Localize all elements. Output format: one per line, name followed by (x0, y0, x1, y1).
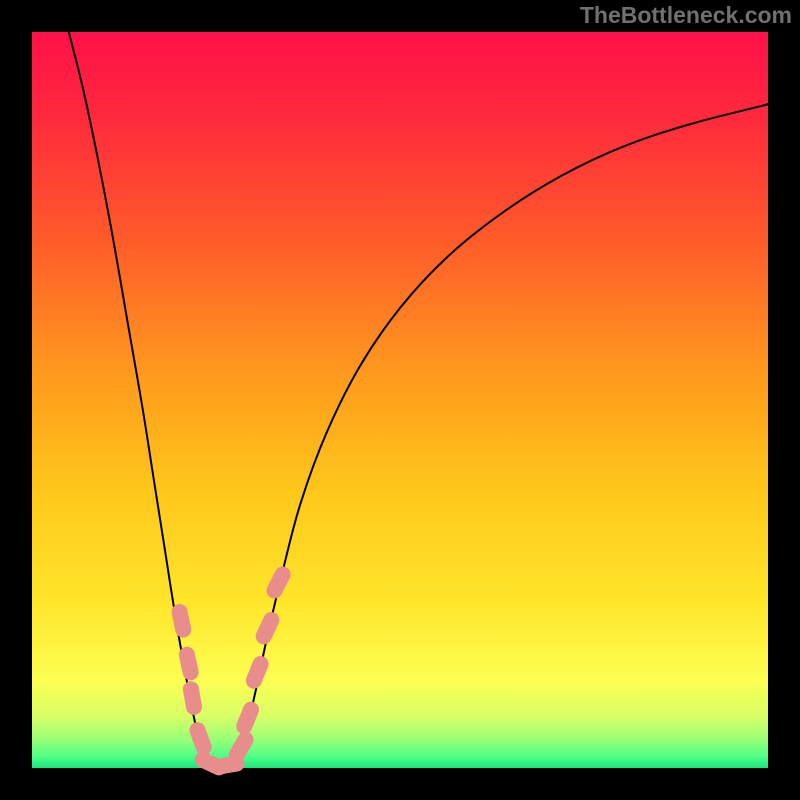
chart-stage: TheBottleneck.com (0, 0, 800, 800)
watermark-text: TheBottleneck.com (580, 2, 792, 29)
chart-svg (0, 0, 800, 800)
plot-gradient-area (32, 32, 768, 768)
